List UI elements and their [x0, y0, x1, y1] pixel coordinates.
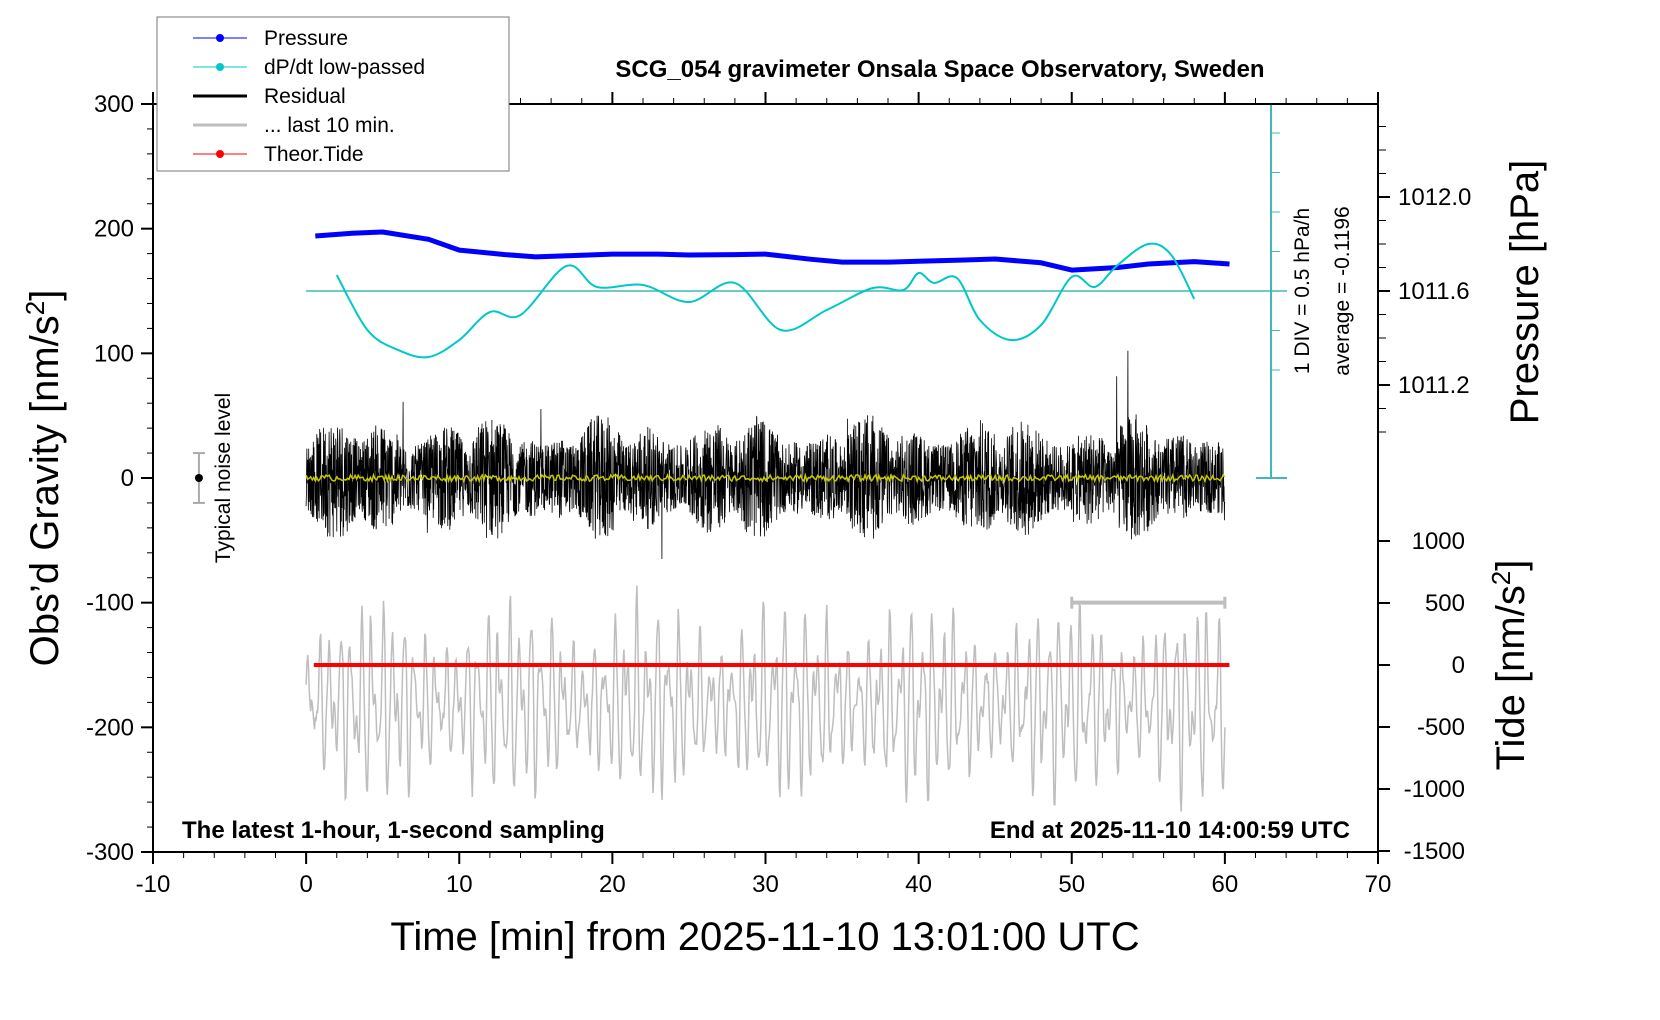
- y-tick-label: 0: [121, 465, 134, 492]
- tide-tick-label: 1000: [1412, 528, 1465, 555]
- tide-tick-label: -1000: [1404, 776, 1465, 803]
- tide-tick-label: 500: [1425, 590, 1465, 617]
- x-tick-label: 50: [1058, 871, 1085, 898]
- annotation-sampling: The latest 1-hour, 1-second sampling: [182, 817, 605, 844]
- y-tick-label: 200: [94, 216, 134, 243]
- x-tick-label: 70: [1365, 871, 1392, 898]
- x-axis-label: Time [min] from 2025-11-10 13:01:00 UTC: [390, 915, 1139, 959]
- legend-label: Residual: [264, 85, 346, 108]
- series-pressure: [315, 229, 1230, 273]
- legend: Pressure dP/dt low-passed Residual ... last…: [156, 16, 510, 172]
- tide-tick-label: 0: [1452, 652, 1465, 679]
- series-last-10-min: [305, 585, 1226, 812]
- x-tick-label: 10: [446, 871, 473, 898]
- legend-label: dP/dt low-passed: [264, 56, 425, 79]
- legend-marker: [216, 150, 224, 158]
- x-tick-label: -10: [136, 871, 171, 898]
- y-axis-label: Obs’d Gravity [nm/s2]: [20, 290, 67, 667]
- tide-tick-label: -1500: [1404, 838, 1465, 865]
- series-residual: [305, 350, 1226, 560]
- annotation-dpdt-scale: 1 DIV = 0.5 hPa/h: [1291, 208, 1314, 374]
- y-tick-label: 300: [94, 91, 134, 118]
- tide-axis-label: Tide [nm/s2]: [1486, 560, 1533, 771]
- tide-tick-label: -500: [1417, 714, 1465, 741]
- pressure-tick-label: 1011.6: [1398, 278, 1470, 305]
- x-tick-label: 0: [299, 871, 312, 898]
- x-tick-label: 60: [1212, 871, 1239, 898]
- x-tick-label: 30: [752, 871, 779, 898]
- series-dpdt: [335, 242, 1196, 359]
- annotation-dpdt-average: average = -0.1196: [1331, 206, 1354, 376]
- y-tick-label: -300: [86, 839, 134, 866]
- noise-level-point: [194, 474, 203, 482]
- legend-marker: [216, 34, 224, 42]
- chart-title: SCG_054 gravimeter Onsala Space Observat…: [615, 56, 1264, 83]
- pressure-tick-label: 1012.0: [1398, 184, 1471, 211]
- pressure-axis-label: Pressure [hPa]: [1503, 160, 1547, 425]
- legend-label: ... last 10 min.: [264, 114, 395, 137]
- y-tick-label: 100: [94, 340, 134, 367]
- noise-level-label: Typical noise level: [212, 393, 235, 563]
- y-tick-label: -100: [86, 590, 134, 617]
- x-tick-label: 40: [905, 871, 932, 898]
- annotation-end-time: End at 2025-11-10 14:00:59 UTC: [990, 817, 1350, 844]
- legend-marker: [216, 63, 224, 71]
- x-tick-label: 20: [599, 871, 626, 898]
- legend-box: [156, 16, 510, 172]
- series-residual-smoothed: [305, 472, 1226, 484]
- legend-label: Pressure: [264, 27, 348, 50]
- y-tick-label: -200: [86, 714, 134, 741]
- legend-label: Theor.Tide: [264, 143, 364, 166]
- pressure-tick-label: 1011.2: [1398, 372, 1470, 399]
